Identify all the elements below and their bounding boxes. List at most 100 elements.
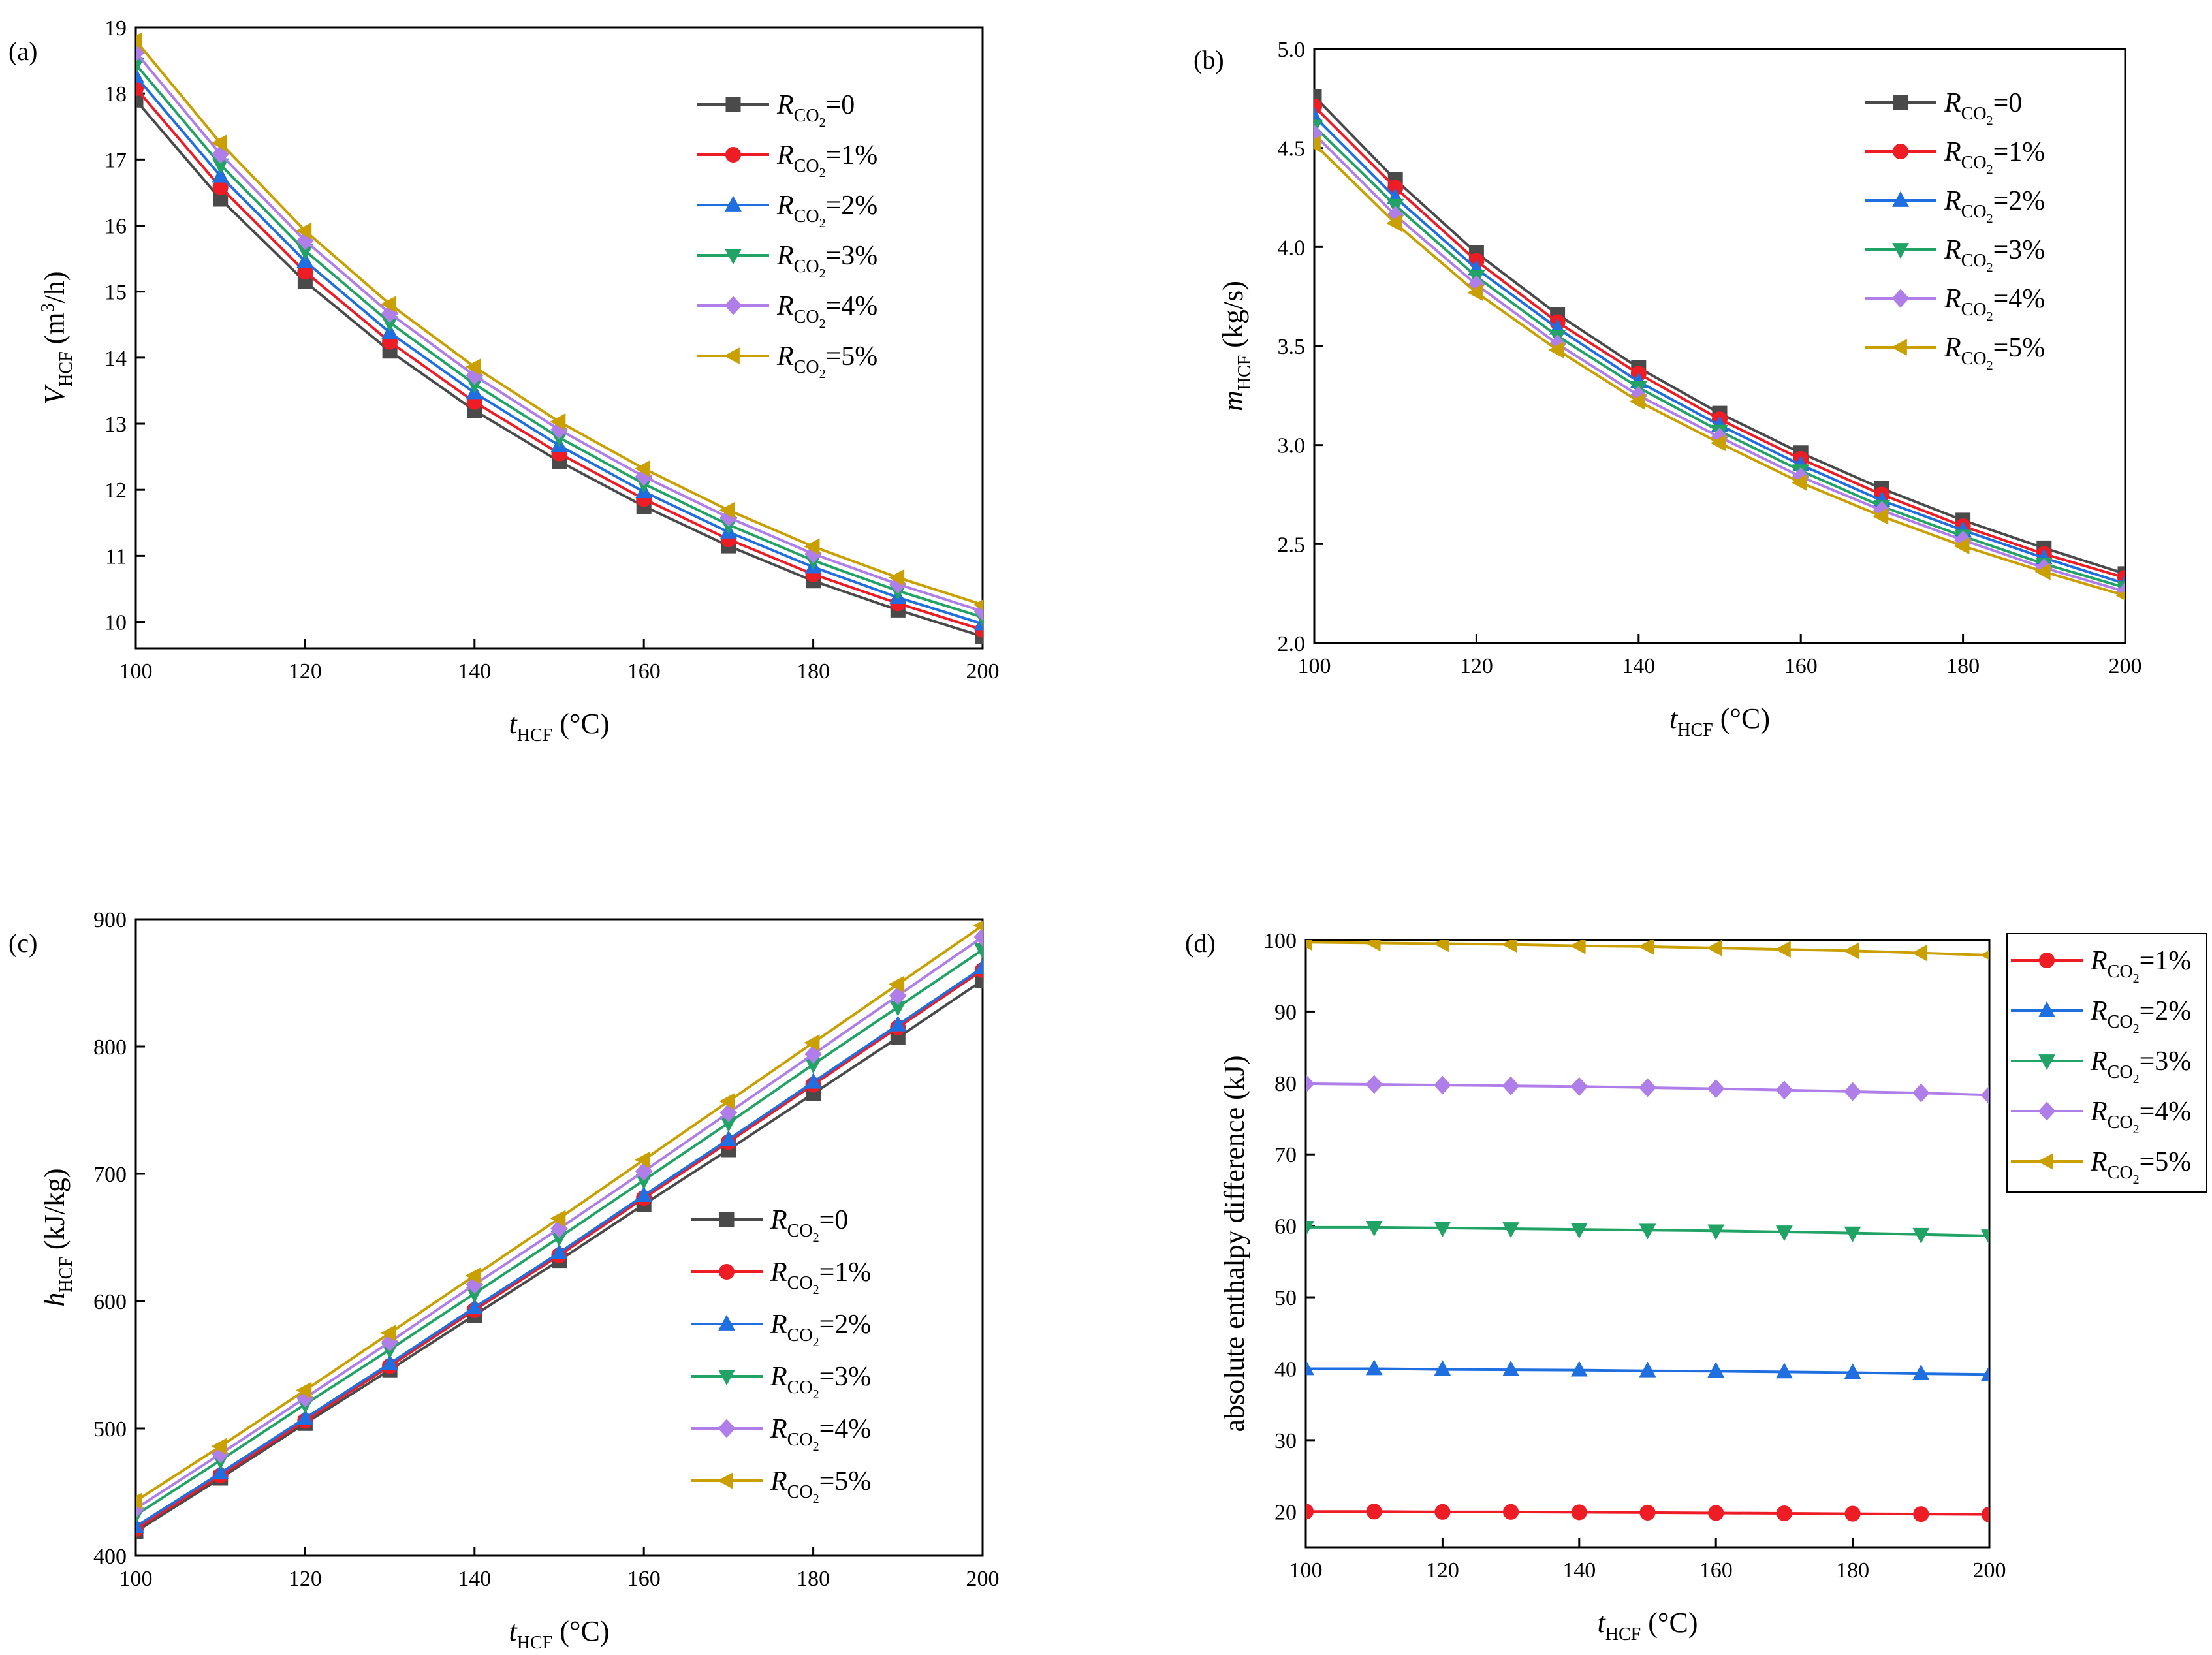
- y-tick-label: 19: [104, 16, 127, 40]
- data-point: [1775, 1080, 1793, 1100]
- data-point: [974, 614, 983, 631]
- data-point: [889, 1015, 907, 1032]
- y-tick-label: 3.5: [1278, 335, 1306, 359]
- data-point: [1434, 1360, 1451, 1376]
- plot-area: [1306, 940, 1989, 1522]
- data-point: [1872, 507, 1889, 525]
- y-tick-label: 800: [93, 1035, 127, 1060]
- data-point: [1548, 341, 1564, 359]
- x-tick-label: 120: [1460, 654, 1493, 678]
- data-point: [1314, 119, 1323, 136]
- data-point: [1314, 135, 1321, 153]
- legend-marker: [725, 146, 742, 163]
- x-tick-label: 140: [1622, 654, 1655, 678]
- x-tick-label: 180: [797, 1567, 830, 1591]
- data-point: [1912, 1227, 1930, 1244]
- legend-label: RCO2=3%: [770, 1362, 871, 1402]
- data-point: [1629, 392, 1645, 410]
- y-axis-label: absolute enthalpy difference (kJ): [1218, 1055, 1250, 1432]
- y-tick-label: 4.0: [1278, 236, 1306, 260]
- series-5pct: [136, 32, 983, 610]
- data-point: [296, 251, 314, 268]
- x-tick-label: 140: [458, 659, 491, 684]
- data-point: [1639, 1223, 1656, 1240]
- data-point: [1314, 106, 1323, 123]
- series-2pct: [136, 958, 983, 1533]
- data-point: [804, 1034, 820, 1052]
- legend-label: RCO2=0: [770, 1205, 848, 1245]
- y-axis-label: VHCF (m3/h): [38, 271, 76, 404]
- y-tick-label: 20: [1274, 1500, 1297, 1524]
- legend: RCO2=0 RCO2=1% RCO2=2% RCO2=3% RCO2=4% RCO2=5…: [691, 1205, 871, 1506]
- y-tick-label: 16: [104, 215, 127, 239]
- series-1pct: [1306, 1504, 1989, 1522]
- y-tick-label: 50: [1274, 1286, 1297, 1310]
- legend-label: RCO2=4%: [770, 1414, 871, 1454]
- data-point: [1639, 1504, 1656, 1521]
- data-point: [466, 1298, 483, 1314]
- data-point: [1706, 940, 1723, 956]
- legend-marker: [2038, 1101, 2056, 1121]
- legend-label: RCO2=1%: [1944, 137, 2045, 177]
- panel-label: (d): [1185, 928, 1216, 958]
- legend-label: RCO2=5%: [776, 341, 877, 381]
- data-point: [1365, 940, 1381, 952]
- legend-marker: [1892, 143, 1909, 160]
- data-point: [212, 1463, 229, 1480]
- series-3pct: [1306, 1220, 1989, 1246]
- data-point: [1434, 1504, 1451, 1520]
- panel-c: (c) 100 120 140 160 180 200 400 500 600 700 800 900 t…: [8, 908, 1000, 1653]
- legend-marker: [723, 347, 740, 364]
- legend: RCO2=0 RCO2=1% RCO2=2% RCO2=3% RCO2=4% RCO2=5…: [1865, 88, 2045, 373]
- data-point: [719, 501, 735, 519]
- y-tick-label: 700: [93, 1163, 127, 1187]
- data-point: [1844, 1505, 1861, 1522]
- data-point: [465, 358, 481, 375]
- legend-marker: [719, 1212, 735, 1227]
- y-tick-label: 70: [1274, 1143, 1297, 1167]
- data-point: [2115, 590, 2125, 601]
- legend-marker: [1892, 243, 1909, 259]
- x-tick-label: 200: [966, 659, 1000, 684]
- data-point: [2034, 563, 2051, 580]
- x-tick-label: 140: [458, 1567, 491, 1591]
- data-point: [136, 32, 142, 50]
- series-4pct: [1306, 1074, 1989, 1105]
- data-point: [136, 67, 144, 83]
- legend-label: RCO2=1%: [2090, 946, 2191, 986]
- legend: RCO2=0 RCO2=1% RCO2=2% RCO2=3% RCO2=4% RCO2=5…: [697, 90, 877, 381]
- data-point: [211, 134, 227, 151]
- data-point: [296, 1381, 312, 1399]
- legend-marker: [718, 1419, 736, 1438]
- data-point: [1913, 1506, 1929, 1522]
- data-point: [1502, 1076, 1520, 1095]
- data-point: [1570, 1223, 1588, 1239]
- data-point: [1912, 944, 1928, 962]
- data-point: [719, 1130, 737, 1146]
- legend-label: RCO2=0: [1944, 88, 2022, 128]
- x-tick-label: 200: [966, 1567, 1000, 1591]
- data-point: [1306, 1220, 1314, 1237]
- legend-marker: [2038, 1001, 2055, 1017]
- x-axis-label: tHCF (°C): [509, 708, 610, 746]
- data-point: [1981, 1506, 1989, 1522]
- x-tick-label: 100: [119, 659, 153, 684]
- data-point: [973, 599, 983, 610]
- legend-box: [2006, 933, 2207, 1193]
- data-point: [1980, 950, 1989, 960]
- legend-label: RCO2=1%: [776, 140, 877, 180]
- y-tick-label: 40: [1274, 1357, 1297, 1381]
- legend-label: RCO2=0: [776, 90, 855, 130]
- data-point: [1434, 1075, 1451, 1095]
- y-tick-label: 12: [104, 479, 127, 503]
- y-tick-label: 80: [1274, 1072, 1297, 1096]
- y-tick-label: 3.0: [1278, 434, 1306, 458]
- data-point: [550, 1210, 566, 1227]
- data-point: [1306, 1074, 1315, 1094]
- y-tick-label: 15: [104, 281, 127, 305]
- data-point: [1639, 1361, 1656, 1378]
- legend-label: RCO2=3%: [1944, 235, 2045, 275]
- legend-label: RCO2=3%: [776, 241, 877, 281]
- legend-label: RCO2=1%: [770, 1257, 871, 1297]
- data-point: [973, 927, 983, 947]
